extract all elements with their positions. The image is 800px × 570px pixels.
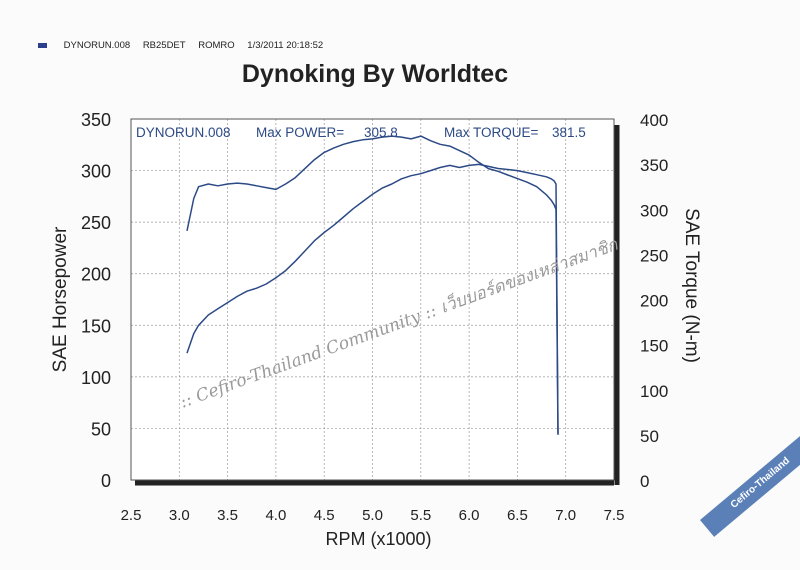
x-tick-label: 3.5 xyxy=(217,507,238,524)
y-tick-label: 150 xyxy=(81,316,111,336)
y2-tick-label: 100 xyxy=(640,382,668,401)
x-tick-label: 6.5 xyxy=(507,507,528,524)
x-tick-label: 7.0 xyxy=(555,507,576,524)
y2-axis-title: SAE Torque (N-m) xyxy=(681,208,702,363)
x-tick-label: 4.5 xyxy=(314,507,335,524)
annotation-power-label: Max POWER= xyxy=(256,125,344,140)
y2-tick-label: 50 xyxy=(640,427,659,446)
y2-tick-label: 150 xyxy=(640,337,668,356)
y2-tick-label: 250 xyxy=(640,246,668,265)
x-tick-label: 3.0 xyxy=(169,507,190,524)
power-line xyxy=(186,163,559,434)
x-tick-label: 2.5 xyxy=(121,507,142,524)
y2-tick-label: 300 xyxy=(640,201,668,220)
engine-code: RB25DET xyxy=(142,40,186,51)
x-tick-label: 5.5 xyxy=(410,507,431,524)
x-tick-label: 7.5 xyxy=(604,507,625,524)
y2-tick-label: 200 xyxy=(640,292,668,311)
run-datetime: 1/3/2011 20:18:52 xyxy=(247,40,324,51)
y-tick-label: 100 xyxy=(81,368,111,388)
y-tick-label: 350 xyxy=(81,110,111,130)
series-swatch xyxy=(38,42,47,48)
x-tick-label: 4.0 xyxy=(265,507,286,524)
y-tick-label: 250 xyxy=(81,213,111,233)
annotation-torque-label: Max TORQUE= xyxy=(444,125,539,140)
run-id: DYNORUN.008 xyxy=(63,40,131,51)
x-tick-label: 5.0 xyxy=(362,507,383,524)
y-tick-label: 200 xyxy=(81,265,111,285)
chart-title: Dynoking By Worldtec xyxy=(241,60,509,88)
x-axis-title: RPM (x1000) xyxy=(325,529,431,549)
run-header: DYNORUN.008 RB25DET ROMRO 1/3/2011 20:18… xyxy=(38,40,333,51)
annotation-torque-value: 381.5 xyxy=(552,125,586,140)
y2-tick-label: 0 xyxy=(640,472,649,491)
y-tick-label: 300 xyxy=(81,162,111,182)
plot-frame xyxy=(130,118,615,481)
y2-tick-label: 350 xyxy=(640,156,668,175)
operator-name: ROMRO xyxy=(198,40,235,51)
y-axis-title: SAE Horsepower xyxy=(50,226,71,372)
x-tick-label: 6.0 xyxy=(459,507,480,524)
y-tick-label: 50 xyxy=(91,419,111,439)
annotation-run: DYNORUN.008 xyxy=(136,125,231,140)
y-tick-label: 0 xyxy=(101,471,111,491)
y2-tick-label: 400 xyxy=(640,111,668,130)
torque-line xyxy=(186,135,559,435)
